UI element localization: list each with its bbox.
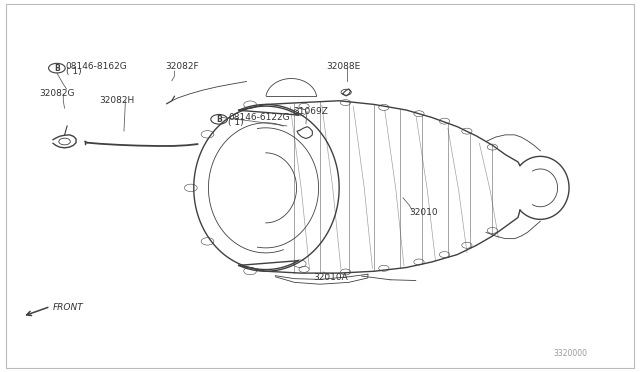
Text: 32082G: 32082G <box>39 89 74 98</box>
Text: 32010A: 32010A <box>314 273 348 282</box>
Text: 31069Z: 31069Z <box>293 107 328 116</box>
Text: 08146-8162G: 08146-8162G <box>66 62 127 71</box>
Text: 08146-6122G: 08146-6122G <box>228 113 290 122</box>
Text: 32088E: 32088E <box>326 62 360 71</box>
Text: 32082H: 32082H <box>100 96 135 105</box>
Text: 32010: 32010 <box>410 208 438 217</box>
Text: FRONT: FRONT <box>53 303 84 312</box>
Text: ( 1): ( 1) <box>66 67 81 76</box>
Text: B: B <box>216 115 222 124</box>
Text: 3320000: 3320000 <box>554 349 588 358</box>
Text: 32082F: 32082F <box>166 62 199 71</box>
Text: B: B <box>54 64 60 73</box>
Text: ( 1): ( 1) <box>228 118 244 127</box>
